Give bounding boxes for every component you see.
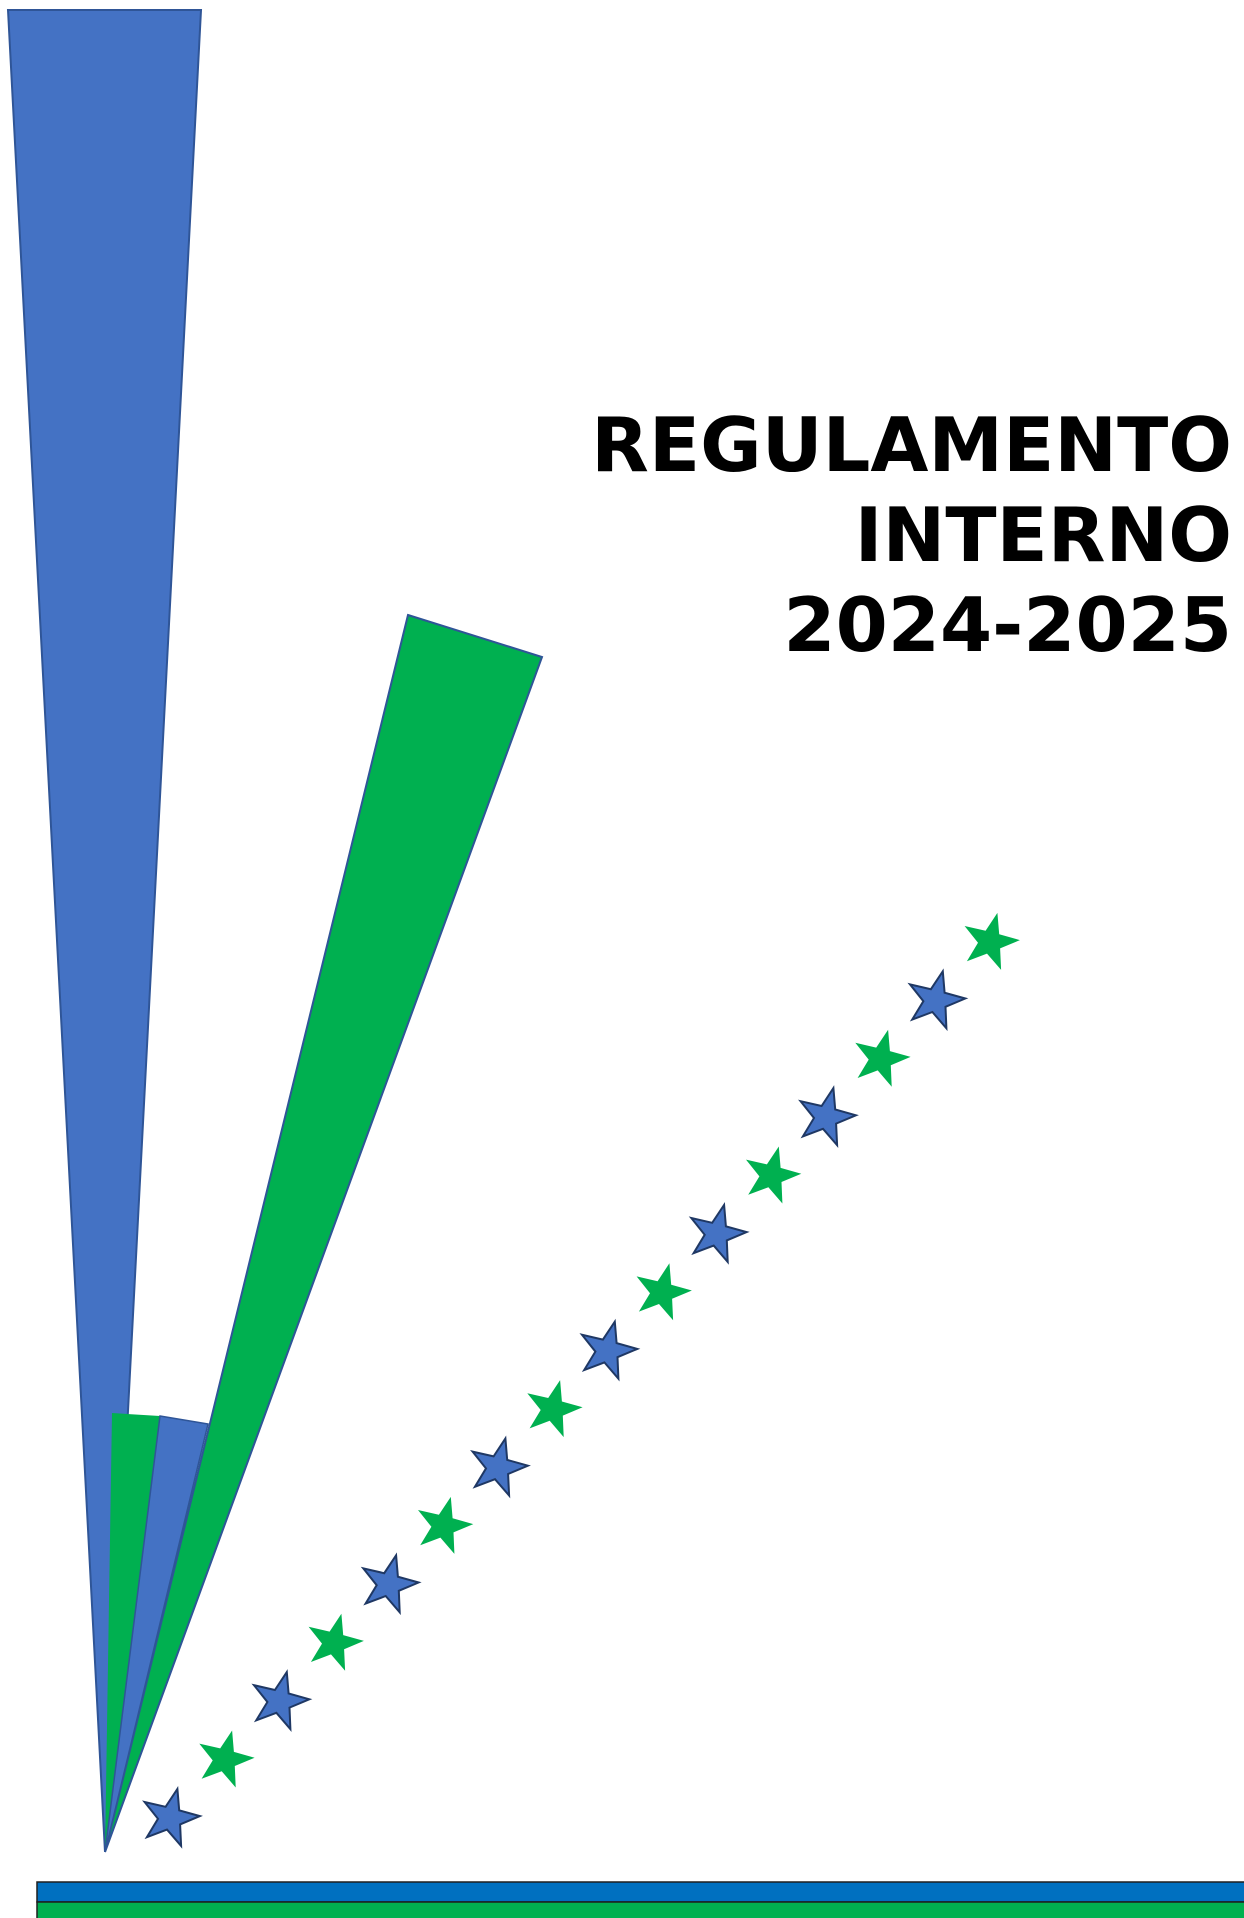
title-line-2: INTERNO [854,491,1232,579]
bottom-band-blue [36,1881,1244,1903]
document-title: REGULAMENTO INTERNO 2024-2025 [591,400,1232,670]
star-icon [855,1029,911,1087]
star-icon [688,1201,750,1265]
green-ray-wide [104,613,544,1853]
star-icon [142,1785,203,1849]
star-icon [746,1146,802,1204]
star-icon [907,968,969,1032]
title-line-3: 2024-2025 [783,581,1232,669]
blue-ray-tall [6,9,203,1853]
star-icon [360,1552,422,1616]
bottom-band-green [36,1901,1244,1918]
star-icon [964,912,1020,970]
star-icon [199,1730,255,1788]
blue-ray-small [104,1415,209,1853]
star-icon [527,1380,583,1438]
star-icon [308,1613,364,1671]
title-line-1: REGULAMENTO [591,401,1232,489]
star-trail [142,912,1020,1849]
star-icon [418,1496,474,1554]
star-icon [798,1085,859,1148]
star-icon [251,1669,313,1732]
star-icon [636,1263,692,1321]
star-icon [579,1318,641,1382]
star-icon [470,1435,531,1499]
